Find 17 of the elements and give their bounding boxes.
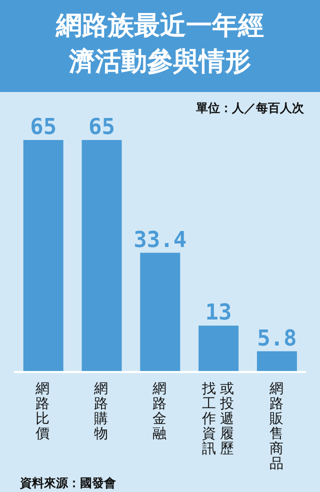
data-label: 65: [88, 115, 115, 140]
bar: [198, 326, 239, 372]
bar: [256, 351, 297, 372]
bar: [82, 140, 122, 372]
x-tick-label: 網路購物: [94, 381, 110, 442]
bar: [23, 140, 64, 372]
x-tick-label: 網路金融: [152, 381, 168, 442]
data-label: 5.8: [257, 326, 297, 352]
chart-title: 網路族最近一年經濟活動參與情形: [54, 10, 265, 79]
data-label: 33.4: [134, 228, 187, 253]
bar: [140, 252, 180, 372]
x-tick-label: 網路販售商品: [269, 381, 284, 472]
x-tick-label: 網路比價: [36, 381, 51, 442]
source-note: 資料來源：國發會: [20, 475, 116, 492]
data-label: 65: [30, 115, 57, 140]
data-label: 13: [205, 300, 232, 326]
text: 單位：人／每百人次: [196, 100, 304, 117]
